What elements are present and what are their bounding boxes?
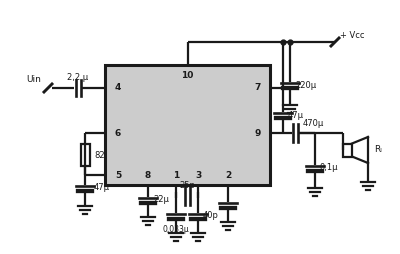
Text: 1: 1 xyxy=(173,170,179,180)
Text: 6: 6 xyxy=(115,129,121,137)
Text: 470μ: 470μ xyxy=(303,119,324,128)
Text: 0,1μ: 0,1μ xyxy=(320,164,338,172)
Text: 47μ: 47μ xyxy=(288,110,304,119)
Text: 2,2 μ: 2,2 μ xyxy=(68,72,88,82)
Text: + Vcc: + Vcc xyxy=(340,31,364,40)
Text: 22μ: 22μ xyxy=(153,196,169,204)
Text: 7: 7 xyxy=(255,84,261,92)
Text: 220μ: 220μ xyxy=(295,81,316,89)
Text: 40p: 40p xyxy=(203,212,219,220)
Text: 82: 82 xyxy=(94,151,105,160)
Text: 5: 5 xyxy=(115,170,121,180)
Text: 9: 9 xyxy=(255,129,261,137)
Text: 8: 8 xyxy=(145,170,151,180)
Text: Rₗ: Rₗ xyxy=(374,146,382,154)
Text: 4: 4 xyxy=(115,84,121,92)
Text: Uin: Uin xyxy=(26,75,42,85)
Bar xyxy=(105,65,270,185)
Bar xyxy=(80,144,90,166)
Text: 0,033μ: 0,033μ xyxy=(163,225,189,234)
Text: 47μ: 47μ xyxy=(94,183,110,193)
Bar xyxy=(343,144,352,156)
Text: 25p: 25p xyxy=(179,182,195,190)
Text: 3: 3 xyxy=(195,170,201,180)
Text: 2: 2 xyxy=(225,170,231,180)
Text: 10: 10 xyxy=(181,71,193,80)
